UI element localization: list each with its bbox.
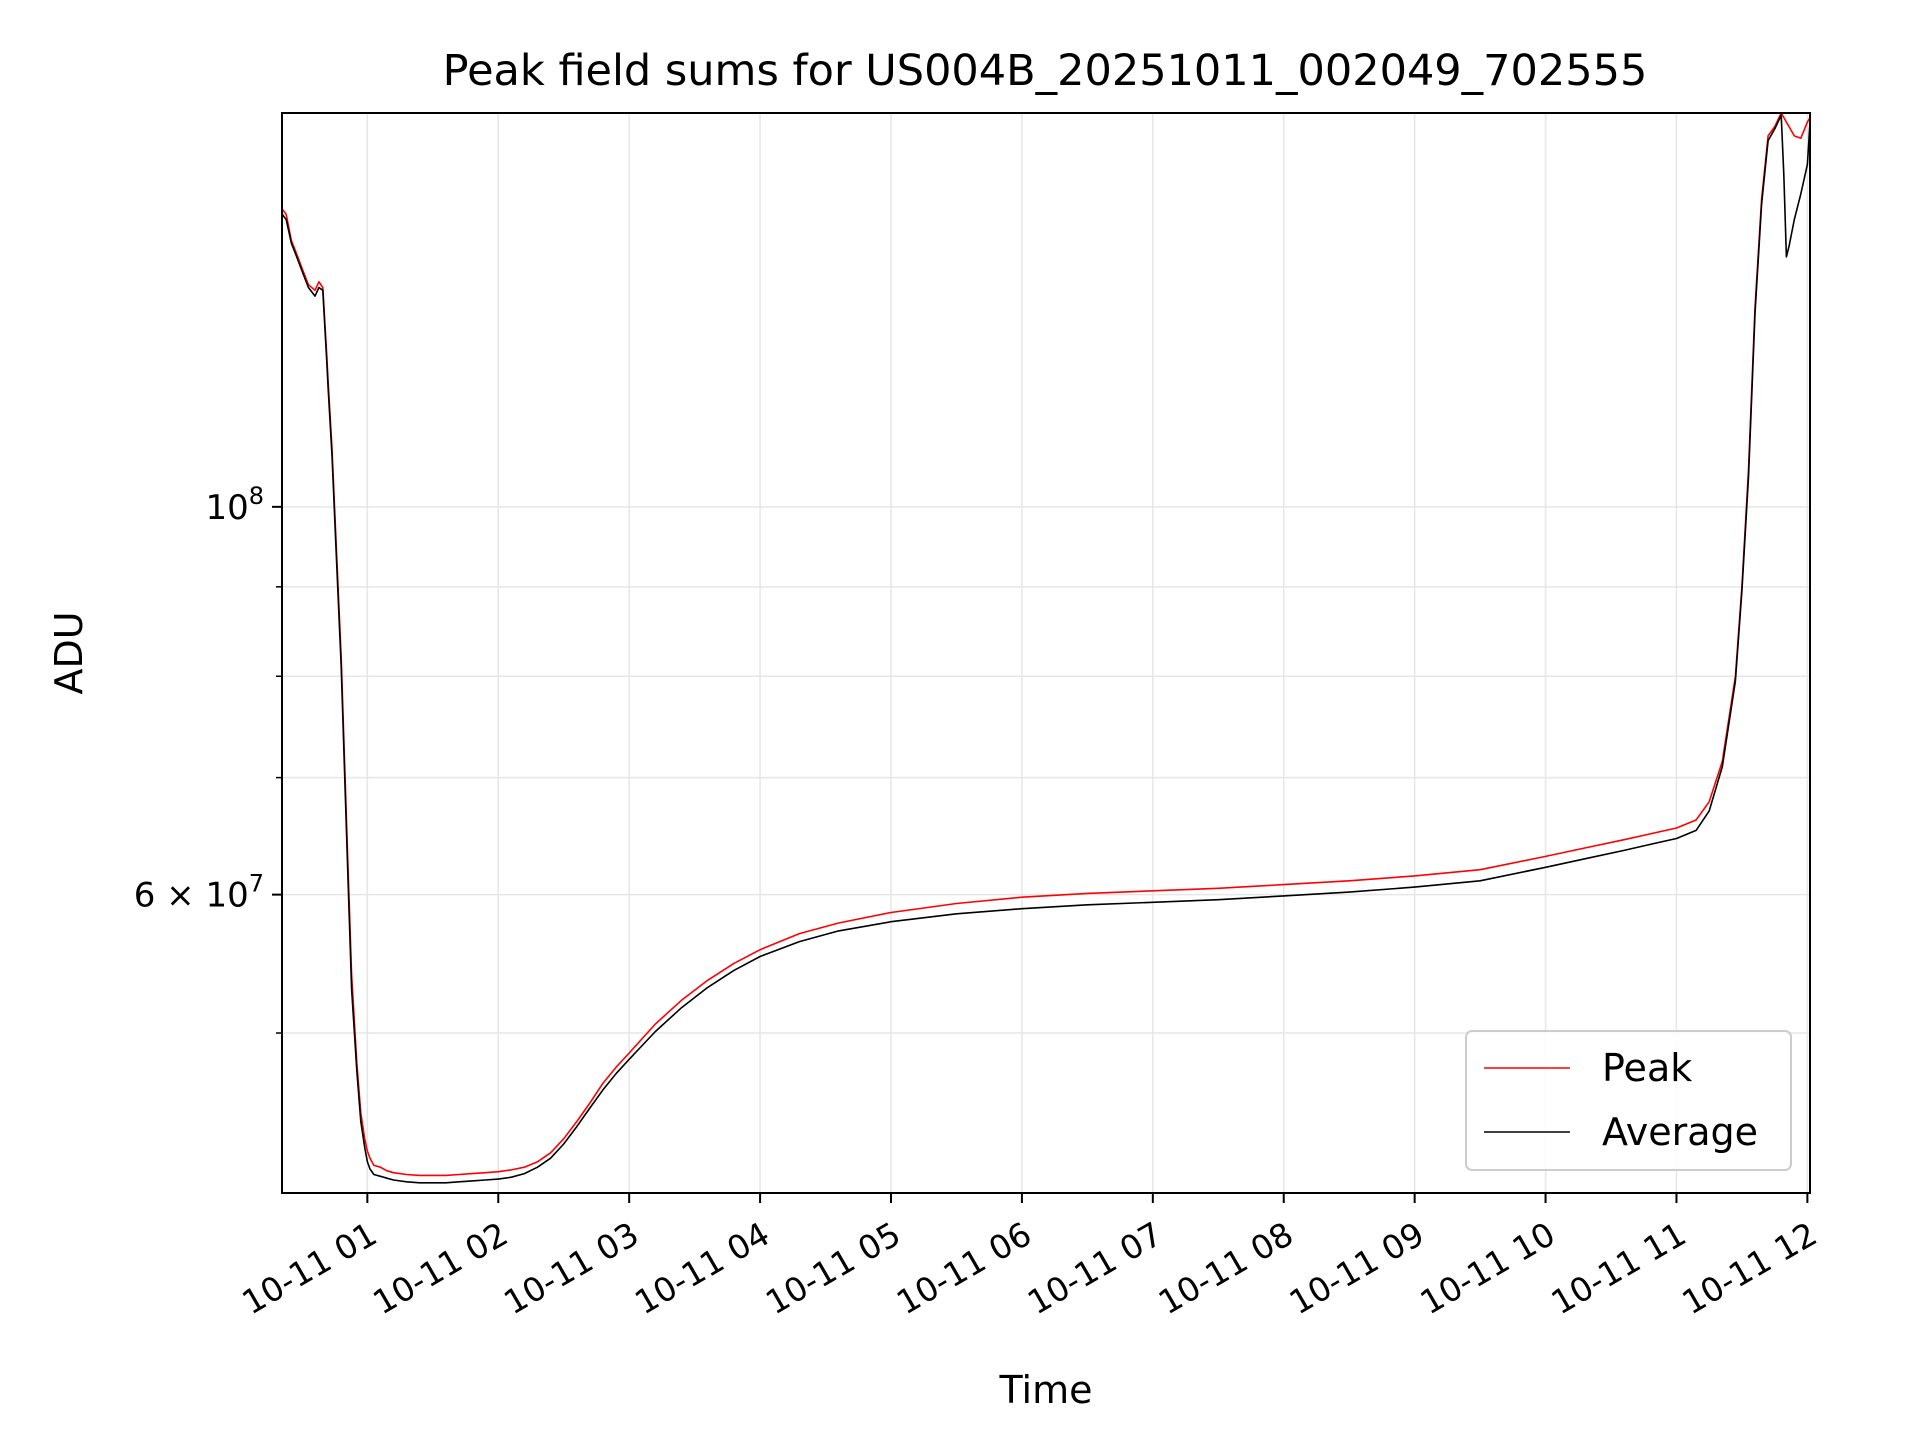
y-axis-label: ADU	[47, 611, 91, 694]
x-axis-label: Time	[999, 1368, 1093, 1412]
plot-frame	[281, 112, 1811, 1194]
y-tick-label: 6 × 107	[134, 870, 264, 916]
y-axis-ticks: 108 6 × 107	[134, 482, 282, 1034]
y-tick-label: 108	[205, 482, 264, 528]
legend-box	[1465, 1030, 1792, 1171]
legend-label-average: Average	[1602, 1110, 1758, 1154]
legend: Peak Average	[1465, 1030, 1792, 1171]
series-line-average	[281, 114, 1811, 1184]
series-layer	[281, 112, 1811, 1184]
chart-title: Peak field sums for US004B_20251011_0020…	[443, 46, 1648, 96]
legend-label-peak: Peak	[1602, 1046, 1692, 1090]
